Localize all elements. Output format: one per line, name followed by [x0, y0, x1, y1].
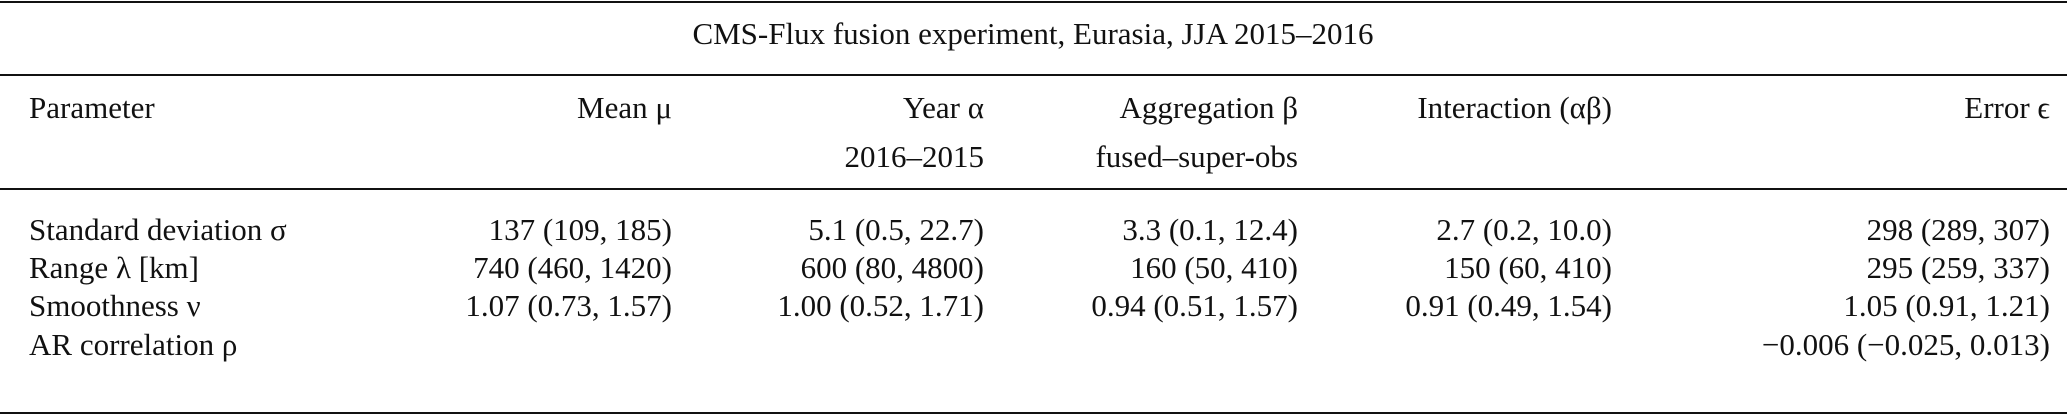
row-label: Range λ [km]: [29, 250, 199, 285]
cell-value: 5.1 (0.5, 22.7): [808, 212, 984, 247]
table-title: CMS-Flux fusion experiment, Eurasia, JJA…: [692, 16, 1373, 51]
cell-value: 1.07 (0.73, 1.57): [465, 288, 672, 323]
column-header: Parameter: [29, 90, 155, 125]
cell-value: −0.006 (−0.025, 0.013): [1762, 327, 2050, 362]
column-header: Year α: [903, 90, 984, 125]
cell-value: 295 (259, 337): [1867, 250, 2050, 285]
column-header: Error ϵ: [1964, 90, 2050, 125]
column-header: Mean μ: [577, 90, 672, 125]
cell-value: 600 (80, 4800): [801, 250, 984, 285]
row-label: Standard deviation σ: [29, 212, 287, 247]
cell-value: 740 (460, 1420): [473, 250, 672, 285]
cell-value: 150 (60, 410): [1444, 250, 1612, 285]
cell-value: 1.00 (0.52, 1.71): [777, 288, 984, 323]
column-header: Interaction (αβ): [1417, 90, 1612, 125]
cell-value: 0.91 (0.49, 1.54): [1405, 288, 1612, 323]
column-subheader: 2016–2015: [845, 139, 985, 174]
row-label: Smoothness ν: [29, 288, 201, 323]
column-header: Aggregation β: [1120, 90, 1298, 125]
cell-value: 298 (289, 307): [1867, 212, 2050, 247]
cell-value: 1.05 (0.91, 1.21): [1843, 288, 2050, 323]
row-label: AR correlation ρ: [29, 327, 237, 362]
cell-value: 137 (109, 185): [489, 212, 672, 247]
column-subheader: fused–super-obs: [1095, 139, 1298, 174]
cell-value: 160 (50, 410): [1130, 250, 1298, 285]
cell-value: 0.94 (0.51, 1.57): [1091, 288, 1298, 323]
cell-value: 3.3 (0.1, 12.4): [1122, 212, 1298, 247]
cell-value: 2.7 (0.2, 10.0): [1436, 212, 1612, 247]
